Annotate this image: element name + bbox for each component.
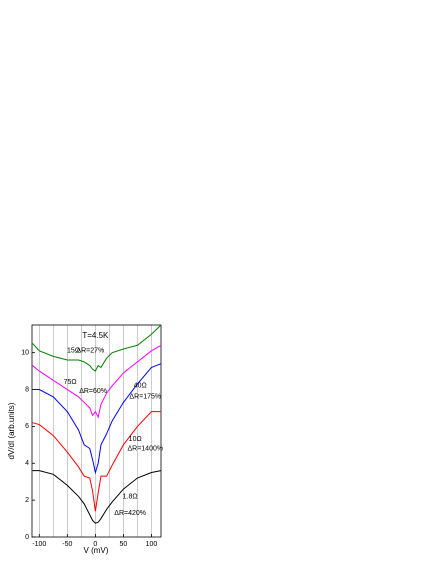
- series-line: [32, 470, 162, 524]
- annotation: 15Ω: [67, 348, 80, 355]
- annotation: T=4.5K: [82, 331, 109, 340]
- x-tick-label: -100: [32, 541, 46, 548]
- series-line: [32, 324, 162, 372]
- y-tick-label: 10: [21, 349, 29, 356]
- annotation: 40Ω: [134, 383, 147, 390]
- plot-frame: [31, 324, 162, 538]
- y-tick-label: 2: [25, 497, 29, 504]
- series-line: [32, 344, 162, 419]
- x-tick-label: 50: [120, 541, 128, 548]
- y-tick-label: 4: [25, 460, 29, 467]
- annotation: 1.8Ω: [123, 493, 138, 500]
- y-axis-label: dV/dI (arb.units): [7, 402, 16, 459]
- annotation: ΔR=175%: [129, 394, 161, 401]
- y-tick-label: 0: [25, 534, 29, 541]
- x-tick-label: 0: [93, 541, 97, 548]
- y-tick-label: 8: [25, 386, 29, 393]
- series-line: [32, 363, 162, 475]
- x-axis-label: V (mV): [84, 546, 109, 555]
- annotation: ΔR=1400%: [127, 445, 163, 452]
- annotation: ΔR=60%: [79, 388, 107, 395]
- annotation: ΔR=27%: [76, 348, 104, 355]
- annotation: 75Ω: [64, 379, 77, 386]
- x-tick-label: 100: [146, 541, 158, 548]
- annotation: 10Ω: [129, 436, 142, 443]
- annotation: ΔR=420%: [114, 510, 146, 517]
- y-tick-label: 6: [25, 423, 29, 430]
- x-tick-label: -50: [62, 541, 72, 548]
- series-line: [32, 411, 161, 512]
